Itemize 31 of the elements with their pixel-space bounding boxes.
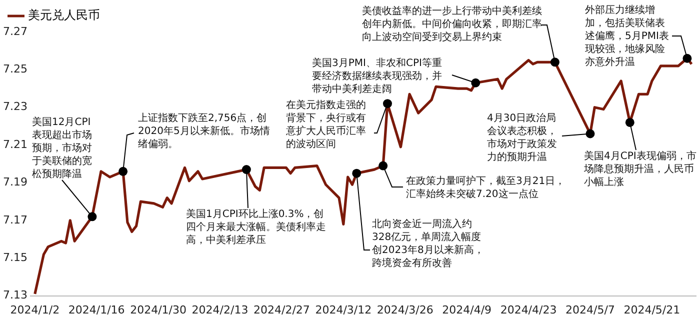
y-tick-label: 7.21 [2,138,28,151]
annotation: 美国1月CPI环比上涨0.3%，创四个月来最大涨幅。美债利率走高，中美利差承压 [186,208,327,247]
annotation: 外部压力继续增加，包括美联储表述偏鹰，5月PMI表现较强，地缘风险亦意外升温 [585,4,669,69]
y-tick-label: 7.19 [2,176,28,189]
annotation: 在政策力量呵护下，截至3月21日，汇率始终未突破7.20这一点位 [406,175,566,201]
x-tick-label: 2024/5/21 [624,303,680,316]
y-tick-label: 7.17 [2,213,28,226]
annotation: 美国4月CPI表现偏弱，市场降息预期升温，人民币小幅上涨 [584,150,698,189]
annotation: 4月30日政治局会议表态积极，市场对于政策发力的预期升温 [487,112,558,164]
y-tick-label: 7.23 [2,100,28,114]
x-tick-label: 2024/3/12 [315,303,372,316]
y-tick-label: 7.13 [2,288,28,302]
x-tick-label: 2024/3/26 [376,303,434,316]
annotation: 北向资金近一周流入约328亿元，单周流入幅度创2023年8月以来新高，跨境资金有所改善 [372,218,485,270]
x-tick-label: 2024/1/2 [10,303,60,316]
x-tick-label: 2024/4/9 [442,303,492,316]
x-tick-label: 2024/1/16 [68,303,125,316]
annotation: 美国3月PMI、非农和CPI等重要经济数据继续表现强劲，并带动中美利差走阔 [312,57,443,96]
annotation: 在美元指数走强的背景下，央行或有意扩大人民币汇率的波动区间 [286,99,367,151]
y-tick-label: 7.25 [2,62,28,76]
annotation: 美国12月CPI表现超出市场预期，市场对于美联储的宽松预期降温 [32,116,93,181]
x-tick-label: 2024/5/7 [566,303,615,316]
y-tick-label: 7.27 [2,24,28,38]
x-tick-label: 2024/4/23 [500,303,557,316]
annotation: 上证指数下跌至2,756点，创2020年5月以来新低。市场情绪偏弱。 [138,112,271,151]
x-tick-label: 2024/1/30 [130,303,187,316]
x-tick-label: 2024/2/27 [254,303,310,316]
x-tick-label: 2024/2/13 [192,303,248,316]
legend-label: 美元兑人民币 [28,8,100,22]
annotation: 美债收益率的进一步上行带动中美利差续创年内新低。中间价偏向收紧，即期汇率向上波动空间受到交易上界约束 [362,5,543,44]
y-tick-label: 7.15 [2,250,28,264]
